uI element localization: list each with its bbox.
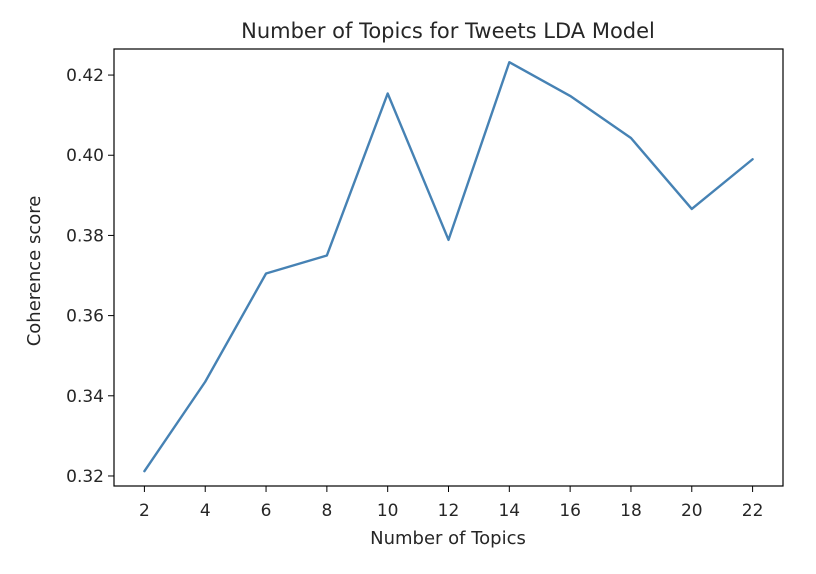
x-tick-label: 2 — [139, 501, 150, 521]
x-tick-label: 20 — [681, 501, 703, 521]
x-axis-ticks: 2 4 6 8 10 12 14 16 18 20 22 — [139, 486, 763, 521]
x-tick-label: 18 — [620, 501, 642, 521]
y-tick-label: 0.36 — [66, 307, 104, 327]
y-axis-ticks: 0.32 0.34 0.36 0.38 0.40 0.42 — [66, 66, 114, 487]
x-tick-label: 12 — [438, 501, 460, 521]
x-tick-label: 4 — [200, 501, 211, 521]
series-layer — [143, 61, 754, 473]
x-axis-label: Number of Topics — [370, 528, 526, 549]
y-axis-label: Coherence score — [24, 196, 45, 347]
series-line — [143, 61, 754, 473]
x-tick-label: 8 — [321, 501, 332, 521]
plot-area — [113, 48, 784, 487]
chart-title: Number of Topics for Tweets LDA Model — [241, 19, 655, 43]
y-tick-label: 0.32 — [66, 467, 104, 487]
x-tick-label: 10 — [377, 501, 399, 521]
y-tick-label: 0.38 — [66, 226, 104, 246]
x-tick-label: 14 — [498, 501, 520, 521]
y-tick-label: 0.42 — [66, 66, 104, 86]
y-tick-label: 0.40 — [66, 146, 104, 166]
x-tick-label: 22 — [742, 501, 764, 521]
x-tick-label: 6 — [261, 501, 272, 521]
x-tick-label: 16 — [559, 501, 581, 521]
y-tick-label: 0.34 — [66, 387, 104, 407]
